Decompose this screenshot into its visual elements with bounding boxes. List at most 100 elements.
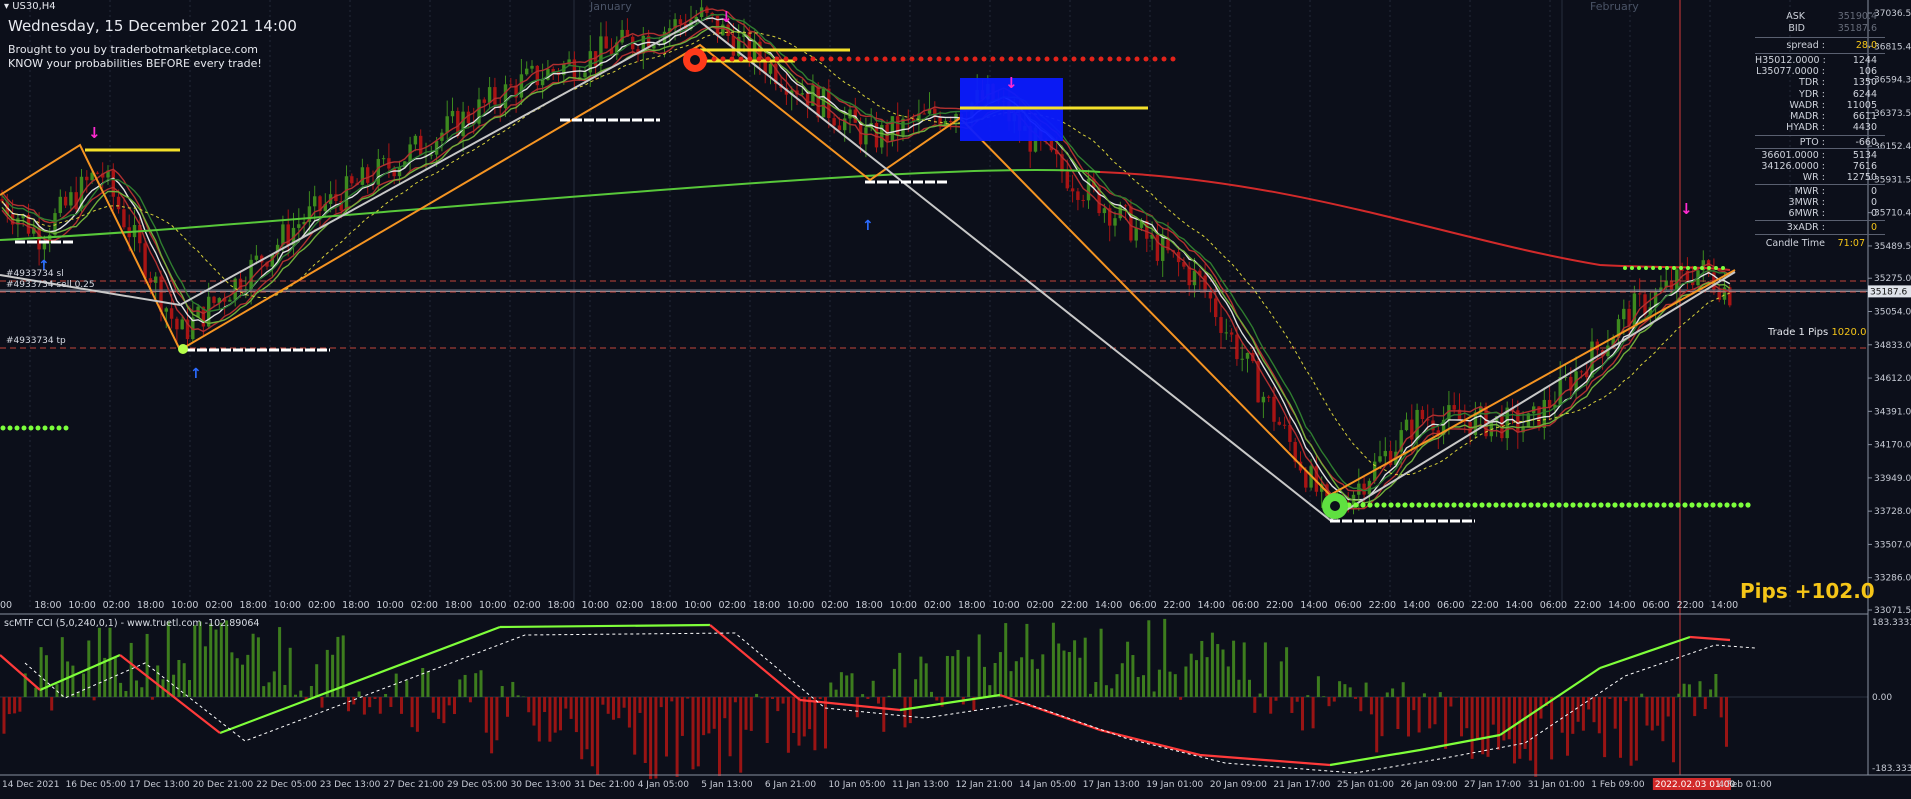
cci-bar <box>1126 641 1130 697</box>
candle-body <box>1060 154 1064 172</box>
candle-body <box>429 154 433 156</box>
trade-sl-label[interactable]: #4933734 sl <box>6 269 64 279</box>
cci-bar <box>214 629 218 697</box>
ma-ribbon <box>1 8 1731 492</box>
cci-bar <box>479 670 483 697</box>
cci-bar <box>182 663 186 697</box>
signal-dot <box>918 56 924 62</box>
candle-body <box>1362 483 1366 495</box>
stat-row: 34126.0000 :7616 <box>1761 161 1877 172</box>
candle-body <box>774 63 778 85</box>
signal-dot <box>864 56 870 62</box>
signal-dot <box>945 56 951 62</box>
cci-bar <box>564 697 568 709</box>
signal-dot <box>1605 502 1611 508</box>
cci-bar <box>60 637 64 697</box>
candle-body <box>482 99 486 103</box>
cci-bar <box>1338 681 1342 697</box>
candle-body <box>450 110 455 117</box>
time-tick-label: 10:00 <box>274 600 301 611</box>
cci-bar <box>1502 697 1506 741</box>
trade-entry-label[interactable]: #4933734 sell 0.25 <box>6 280 95 290</box>
candle-body <box>1055 150 1059 155</box>
price-tick-label: 34612.0 <box>1874 374 1911 384</box>
signal-dot <box>1044 56 1050 62</box>
candle-body <box>1155 234 1160 261</box>
cci-bar <box>1385 692 1389 697</box>
cci-bar <box>1020 657 1024 697</box>
cci-bar <box>1369 697 1373 715</box>
cci-bar <box>930 691 933 697</box>
ma-ribbon <box>1 13 1731 492</box>
cci-bar <box>34 687 38 697</box>
signal-dot <box>1521 502 1527 508</box>
price-tick-label: 35710.4 <box>1874 209 1911 219</box>
stat-row: 3xADR :0 <box>1786 222 1877 233</box>
separator <box>1755 53 1885 54</box>
candle-body <box>800 93 804 95</box>
signal-dot <box>1647 502 1653 508</box>
candle-body <box>228 299 232 302</box>
cci-bar <box>919 656 923 697</box>
time-tick-label: 12 Jan 21:00 <box>956 780 1013 790</box>
candle-body <box>16 218 20 225</box>
candle-body <box>175 318 179 330</box>
candle-body <box>106 170 110 178</box>
cci-bar <box>1078 657 1082 697</box>
candle-body <box>1632 293 1637 327</box>
cci-bar <box>400 697 403 714</box>
cci-bar <box>914 679 918 697</box>
cci-bar <box>998 652 1002 697</box>
candle-body <box>1521 426 1525 433</box>
signal-dot <box>1472 502 1478 508</box>
price-tick-label: 33071.5 <box>1874 606 1911 616</box>
candle-body <box>286 224 290 246</box>
time-tick-label: 02:00 <box>513 600 540 611</box>
cci-bar <box>1640 693 1644 697</box>
signal-dot <box>1626 502 1632 508</box>
candle-body <box>1404 419 1409 431</box>
cci-bar <box>1687 684 1691 697</box>
cci-bar <box>1279 661 1283 697</box>
candle-time-row: Candle Time 71:07 <box>1765 238 1865 249</box>
candle-body <box>138 224 142 244</box>
stat-row: WR :12750 <box>1802 172 1877 183</box>
signal-dot <box>1360 502 1366 508</box>
candle-body <box>890 116 895 142</box>
separator <box>1755 220 1885 221</box>
time-tick-label: 16 Dec 05:00 <box>66 780 127 790</box>
signal-dot <box>1053 56 1059 62</box>
candle-body <box>880 124 884 148</box>
candle-body <box>678 19 683 25</box>
signal-dot <box>1107 56 1113 62</box>
candle-body <box>101 173 105 178</box>
cci-bar <box>2 697 6 734</box>
time-tick-label: 10:00 <box>992 600 1019 611</box>
signal-dot <box>1071 56 1077 62</box>
signal-dot <box>1658 266 1662 270</box>
signal-dot <box>900 56 906 62</box>
candle-body <box>1505 407 1509 439</box>
cci-bar <box>945 655 949 697</box>
cci-bar <box>389 697 393 707</box>
time-tick-label: 14 Jan 05:00 <box>1019 780 1076 790</box>
cci-bar <box>484 697 488 733</box>
cci-bar <box>1672 697 1675 763</box>
symbol-label[interactable]: ▾ US30,H4 <box>4 1 56 12</box>
candle-body <box>933 108 937 118</box>
cci-bar <box>1401 682 1405 697</box>
cci-bar <box>92 697 96 701</box>
candle-body <box>1240 358 1244 360</box>
signal-dot <box>711 56 717 62</box>
time-tick-label: 10 Jan 05:00 <box>828 780 885 790</box>
signal-dot <box>828 56 834 62</box>
trade-tp-label[interactable]: #4933734 tp <box>6 336 66 346</box>
cci-bar <box>723 697 727 719</box>
cci-bar <box>1391 688 1395 697</box>
pips-total: Pips +102.0 <box>1740 579 1875 603</box>
candle-body <box>551 68 555 72</box>
time-tick-label: 02:00 <box>205 600 232 611</box>
candle-body <box>652 44 656 49</box>
candle-body <box>1441 419 1446 435</box>
